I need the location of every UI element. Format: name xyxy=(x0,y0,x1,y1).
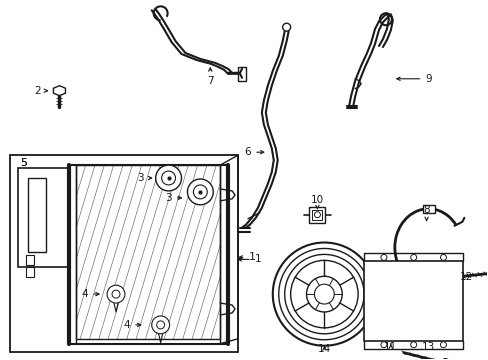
Text: 5: 5 xyxy=(20,158,27,168)
Bar xyxy=(76,165,220,339)
Bar xyxy=(312,210,322,220)
Circle shape xyxy=(314,284,334,304)
Text: 1: 1 xyxy=(239,252,255,262)
Text: 1: 1 xyxy=(238,255,261,264)
Polygon shape xyxy=(53,86,65,96)
Bar xyxy=(26,255,34,265)
Text: 14: 14 xyxy=(317,344,330,354)
Circle shape xyxy=(314,212,320,218)
Bar xyxy=(28,178,45,252)
Bar xyxy=(18,168,69,267)
Circle shape xyxy=(107,285,124,303)
Text: 3: 3 xyxy=(137,173,151,183)
Text: 13: 13 xyxy=(421,342,434,352)
Circle shape xyxy=(380,255,386,260)
Circle shape xyxy=(282,23,290,31)
Circle shape xyxy=(272,243,375,346)
Bar xyxy=(10,155,238,352)
Text: 2: 2 xyxy=(34,86,47,96)
Bar xyxy=(422,205,434,213)
Bar xyxy=(309,207,325,223)
Circle shape xyxy=(440,359,449,360)
Bar xyxy=(26,267,34,277)
Circle shape xyxy=(156,321,164,329)
Circle shape xyxy=(487,267,488,277)
Circle shape xyxy=(151,316,169,334)
Text: 4: 4 xyxy=(82,289,99,299)
Text: 12: 12 xyxy=(459,272,472,282)
Bar xyxy=(364,261,462,341)
Circle shape xyxy=(440,255,446,260)
Text: 9: 9 xyxy=(396,74,431,84)
Text: 3: 3 xyxy=(165,193,181,203)
Bar xyxy=(238,67,245,81)
Circle shape xyxy=(410,255,416,260)
Circle shape xyxy=(440,342,446,348)
Circle shape xyxy=(306,276,342,312)
Circle shape xyxy=(284,255,364,334)
Circle shape xyxy=(155,165,181,191)
Circle shape xyxy=(112,290,120,298)
Text: 4: 4 xyxy=(123,320,141,330)
Circle shape xyxy=(162,171,175,185)
Circle shape xyxy=(380,342,386,348)
Text: 10: 10 xyxy=(310,195,324,208)
Circle shape xyxy=(193,185,207,199)
Text: 6: 6 xyxy=(244,147,263,157)
Text: 11: 11 xyxy=(384,342,397,352)
Text: 8: 8 xyxy=(423,205,429,221)
Circle shape xyxy=(290,260,357,328)
Text: 7: 7 xyxy=(206,68,213,86)
Circle shape xyxy=(187,179,213,205)
Circle shape xyxy=(278,248,369,340)
Text: 5: 5 xyxy=(20,158,27,168)
Circle shape xyxy=(410,342,416,348)
